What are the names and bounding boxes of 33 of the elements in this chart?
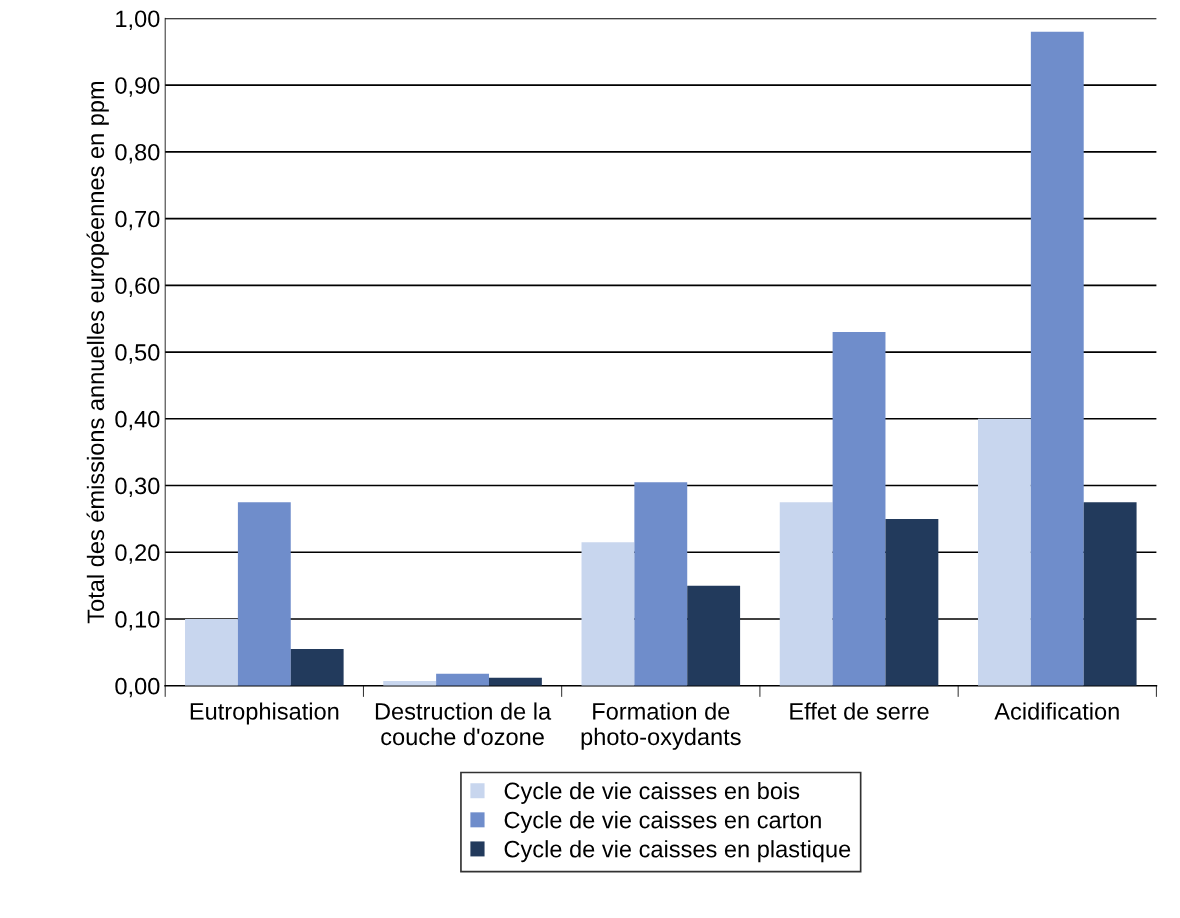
- bar: [185, 619, 238, 686]
- y-tick-label: 1,00: [116, 10, 160, 30]
- bar: [290, 649, 344, 686]
- y-tick-label: 0,70: [115, 210, 160, 231]
- y-tick-label: 0,20: [115, 544, 160, 564]
- y-tick-label: 0,50: [115, 344, 160, 364]
- bar: [1083, 502, 1137, 686]
- x-tick-label: Acidification: [994, 702, 1119, 720]
- y-tick-label: 0,90: [115, 77, 160, 97]
- bar: [237, 502, 291, 686]
- y-axis-title: Total des émissions annuelles européennes en ppm: [86, 81, 109, 624]
- x-tick-label: Formation de photo-oxydants: [581, 702, 741, 750]
- bar: [832, 332, 886, 686]
- bar: [885, 518, 939, 686]
- bar: [436, 673, 489, 686]
- legend-label: Cycle de vie caisses en bois: [504, 781, 800, 804]
- y-tick-label: 0,80: [115, 143, 160, 164]
- y-tick-label: 0,30: [115, 477, 160, 498]
- y-tick-label: 0,40: [115, 410, 160, 431]
- legend-label: Cycle de vie caisses en carton: [504, 811, 821, 834]
- x-tick-label: Effet de serre: [790, 702, 929, 720]
- bar: [634, 482, 688, 686]
- bar: [977, 418, 1031, 686]
- y-tick-label: 0,00: [115, 677, 160, 698]
- bar: [581, 542, 635, 686]
- y-tick-label: 0,60: [115, 277, 160, 297]
- y-tick-label: 0,10: [115, 611, 160, 631]
- bar: [779, 502, 833, 686]
- bar: [687, 585, 741, 686]
- x-tick-label: Eutrophisation: [190, 702, 339, 725]
- bar: [1030, 31, 1084, 686]
- x-tick-label: Destruction de la couche d'ozone: [375, 702, 552, 746]
- legend-label: Cycle de vie caisses en plastique: [504, 840, 851, 863]
